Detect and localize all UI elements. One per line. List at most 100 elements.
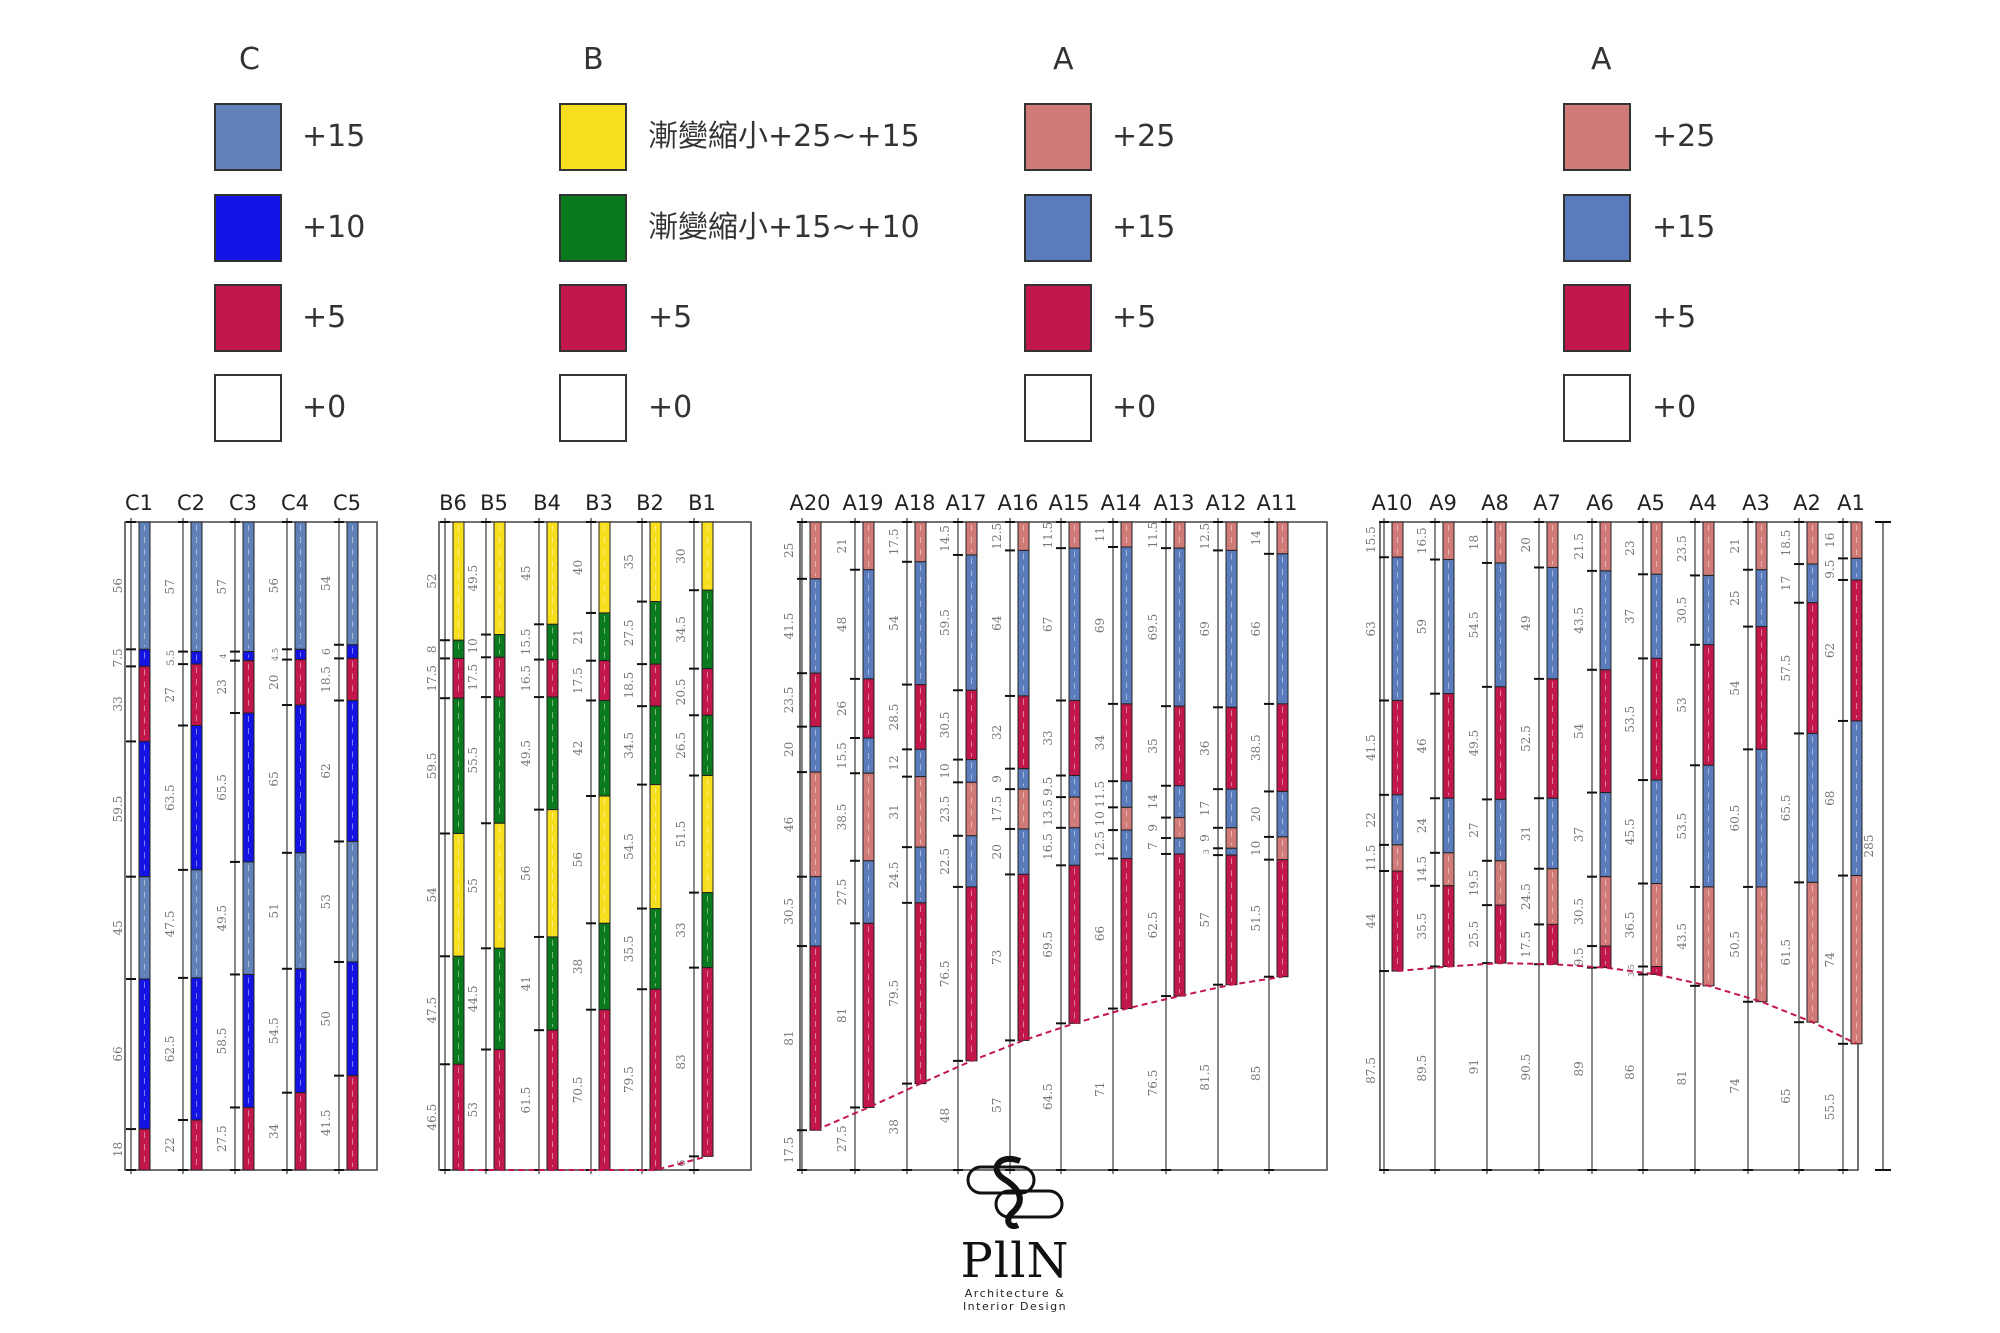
dimension-value: 57 bbox=[163, 579, 177, 594]
dimension-value: 26.5 bbox=[674, 732, 688, 759]
dimension-value: 79.5 bbox=[622, 1066, 636, 1093]
dimension-value: 36.5 bbox=[1623, 912, 1637, 939]
column-label: A15 bbox=[1048, 491, 1089, 515]
dimension-value: 20 bbox=[267, 675, 281, 690]
panel-segment bbox=[346, 699, 359, 842]
dimension-value: 45 bbox=[111, 920, 125, 935]
dimension-value: 25 bbox=[1728, 591, 1742, 606]
dimension-value: 17.5 bbox=[571, 667, 585, 694]
dimension-value: 20 bbox=[1249, 807, 1263, 822]
dimension-value: 16.5 bbox=[1041, 833, 1055, 860]
legend-label: +15 bbox=[302, 119, 366, 154]
dimension-value: 57.5 bbox=[1779, 655, 1793, 682]
legend-swatch bbox=[214, 284, 282, 352]
dimension-value: 73 bbox=[990, 950, 1004, 965]
dimension-value: 36 bbox=[1198, 741, 1212, 756]
panel-segment bbox=[1850, 579, 1863, 722]
dimension-value: 9 bbox=[990, 775, 1004, 783]
panel-segment bbox=[1599, 570, 1612, 671]
panel-segment bbox=[346, 1075, 359, 1171]
panel-segment bbox=[1850, 875, 1863, 1045]
dimension-value: 45.5 bbox=[1623, 818, 1637, 845]
panel-segment bbox=[914, 776, 927, 848]
column-label: B4 bbox=[533, 491, 561, 515]
dimension-value: 56 bbox=[111, 578, 125, 593]
dimension-value: 38.5 bbox=[835, 804, 849, 831]
dimension-value: 27.5 bbox=[215, 1125, 229, 1152]
dimension-value: 65 bbox=[267, 771, 281, 786]
legend-swatch bbox=[214, 194, 282, 262]
panel-segment bbox=[138, 1128, 151, 1171]
legend-swatch bbox=[1563, 284, 1631, 352]
dimension-value: 31 bbox=[887, 804, 901, 819]
legend-swatch bbox=[1563, 374, 1631, 442]
dimension-value: 27.5 bbox=[835, 1125, 849, 1152]
dimension-value: 30 bbox=[674, 548, 688, 563]
dimension-value: 59.5 bbox=[425, 752, 439, 779]
dimension-value: 81 bbox=[1675, 1070, 1689, 1085]
dimension-value: 60.5 bbox=[1728, 805, 1742, 832]
column-label: B1 bbox=[688, 491, 716, 515]
dimension-value: 10 bbox=[1093, 811, 1107, 826]
dimension-value: 65 bbox=[1779, 1088, 1793, 1103]
dimension-value: 11.5 bbox=[1364, 845, 1378, 872]
dimension-value: 25 bbox=[782, 543, 796, 558]
dimension-value: 65.5 bbox=[215, 774, 229, 801]
dimension-value: 54 bbox=[425, 887, 439, 903]
dimension-value: 54.5 bbox=[1467, 612, 1481, 639]
legend-label: +5 bbox=[648, 300, 693, 335]
dimension-value: 63 bbox=[1364, 621, 1378, 636]
dimension-value: 41.5 bbox=[782, 613, 796, 640]
panel-segment bbox=[1546, 797, 1559, 870]
dimension-value: 12.5 bbox=[1093, 831, 1107, 858]
column-label: A16 bbox=[997, 491, 1038, 515]
legend-heading: B bbox=[583, 42, 604, 77]
dimension-value: 38.5 bbox=[1249, 734, 1263, 761]
dimension-value: 85 bbox=[1249, 1066, 1263, 1081]
dimension-value: 7.5 bbox=[111, 648, 125, 667]
panel-segment bbox=[1173, 853, 1186, 997]
boundary-curve bbox=[1397, 962, 1857, 1045]
dimension-value: 47.5 bbox=[425, 997, 439, 1024]
legend-label: +0 bbox=[302, 390, 347, 425]
dimension-value: 24.5 bbox=[1519, 883, 1533, 910]
legend-label: +15 bbox=[1112, 210, 1176, 245]
legend-swatch bbox=[1563, 194, 1631, 262]
legend-swatch bbox=[559, 194, 627, 262]
legend-label: +5 bbox=[302, 300, 347, 335]
column-label: A7 bbox=[1533, 491, 1561, 515]
legend-swatch bbox=[1563, 103, 1631, 171]
dimension-value: 59 bbox=[1415, 619, 1429, 634]
dimension-value: 27 bbox=[163, 687, 177, 702]
dimension-value: 11.5 bbox=[1041, 522, 1055, 549]
column-label: A2 bbox=[1793, 491, 1821, 515]
dimension-value: 38 bbox=[571, 959, 585, 974]
dimension-value: 41 bbox=[519, 976, 533, 991]
dimension-value: 20 bbox=[990, 844, 1004, 859]
legend-label: +0 bbox=[648, 390, 693, 425]
dimension-value: 17.5 bbox=[1519, 931, 1533, 958]
dimension-value: 74 bbox=[1728, 1078, 1742, 1094]
dimension-value: 66 bbox=[111, 1046, 125, 1061]
dimension-value: 16 bbox=[1823, 533, 1837, 548]
panel-segment bbox=[1702, 886, 1715, 987]
legend-label: +25 bbox=[1112, 119, 1176, 154]
panel-segment bbox=[1599, 876, 1612, 947]
column-label: C3 bbox=[229, 491, 257, 515]
dimension-value: 30.5 bbox=[1675, 597, 1689, 624]
legend-swatch bbox=[1024, 284, 1092, 352]
dimension-value: 17.5 bbox=[466, 664, 480, 691]
dimension-value: 87.5 bbox=[1364, 1057, 1378, 1084]
dimension-value: 53 bbox=[1675, 697, 1689, 712]
dimension-value: 83 bbox=[674, 1054, 688, 1069]
column-label: A13 bbox=[1153, 491, 1194, 515]
dimension-value: 11 bbox=[1093, 527, 1107, 542]
dimension-value: 30.5 bbox=[782, 898, 796, 925]
boundary-curve bbox=[458, 1155, 708, 1171]
dimension-value: 46 bbox=[1415, 738, 1429, 753]
dimension-value: 54.5 bbox=[622, 833, 636, 860]
dimension-value: 70.5 bbox=[571, 1076, 585, 1103]
dimension-value: 51 bbox=[267, 903, 281, 918]
column-label: B2 bbox=[636, 491, 664, 515]
dimension-value: 54.5 bbox=[267, 1017, 281, 1044]
